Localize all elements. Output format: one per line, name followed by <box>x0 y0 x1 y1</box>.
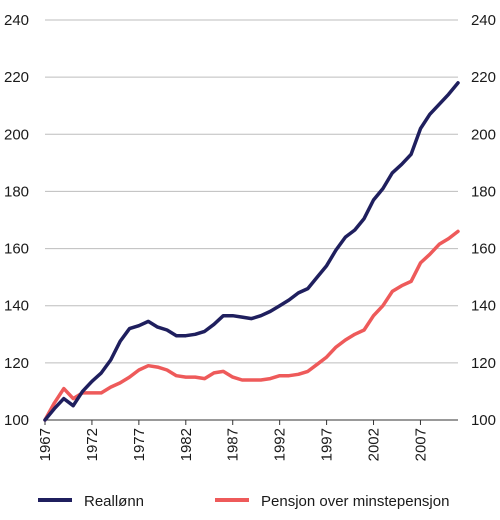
y-tick-right-200: 200 <box>471 126 496 143</box>
gridlines <box>45 19 458 364</box>
y-tick-left-180: 180 <box>4 183 29 200</box>
y-tick-left-200: 200 <box>4 126 29 143</box>
x-tick-label-1977: 1977 <box>131 428 148 461</box>
legend-label-pensjon: Pensjon over minstepensjon <box>261 493 449 510</box>
y-tick-right-220: 220 <box>471 69 496 86</box>
y-tick-left-120: 120 <box>4 355 29 372</box>
y-tick-left-220: 220 <box>4 69 29 86</box>
y-tick-labels-left: 100 120 140 160 180 200 220 240 <box>4 12 29 429</box>
y-tick-left-240: 240 <box>4 12 29 29</box>
y-tick-right-100: 100 <box>471 412 496 429</box>
x-tick-label-2002: 2002 <box>366 428 383 461</box>
series-line-1 <box>43 229 460 422</box>
x-tick-label-2007: 2007 <box>412 428 429 461</box>
legend-label-realonn: Reallønn <box>84 493 144 510</box>
x-tick-label-1992: 1992 <box>272 428 289 461</box>
y-tick-right-180: 180 <box>471 183 496 200</box>
x-tick-label-1987: 1987 <box>225 428 242 461</box>
legend: Reallønn Pensjon over minstepensjon <box>38 493 449 510</box>
y-tick-right-240: 240 <box>471 12 496 29</box>
series-lines <box>43 81 460 422</box>
y-tick-left-160: 160 <box>4 241 29 258</box>
y-tick-right-120: 120 <box>471 355 496 372</box>
x-tick-label-1982: 1982 <box>178 428 195 461</box>
y-tick-right-140: 140 <box>471 298 496 315</box>
series-line-0 <box>43 81 460 422</box>
y-tick-labels-right: 100 120 140 160 180 200 220 240 <box>471 12 496 429</box>
x-tick-labels: 1967 1972 1977 1982 1987 1992 1997 2002 2007 <box>37 428 429 461</box>
y-tick-left-100: 100 <box>4 412 29 429</box>
x-tick-label-1972: 1972 <box>84 428 101 461</box>
y-tick-right-160: 160 <box>471 241 496 258</box>
axes <box>44 419 458 425</box>
y-tick-left-140: 140 <box>4 298 29 315</box>
x-tick-label-1997: 1997 <box>319 428 336 461</box>
x-tick-label-1967: 1967 <box>37 428 54 461</box>
